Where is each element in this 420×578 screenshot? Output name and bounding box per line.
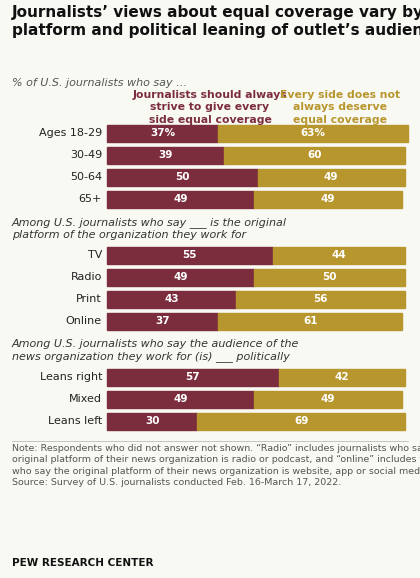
Bar <box>107 169 257 186</box>
Text: Radio: Radio <box>71 272 102 283</box>
Text: Mixed: Mixed <box>69 395 102 405</box>
Text: 37%: 37% <box>150 128 175 139</box>
Bar <box>255 391 402 408</box>
Text: Note: Respondents who did not answer not shown. “Radio” includes journalists who: Note: Respondents who did not answer not… <box>12 444 420 487</box>
Bar <box>107 291 236 308</box>
Text: 49: 49 <box>173 272 188 283</box>
Text: 42: 42 <box>334 372 349 383</box>
Text: 30: 30 <box>145 417 160 427</box>
Bar <box>224 147 405 164</box>
Bar <box>107 269 255 286</box>
Bar <box>107 147 224 164</box>
Bar <box>107 369 278 386</box>
Text: 49: 49 <box>173 395 188 405</box>
Text: 37: 37 <box>155 317 170 327</box>
Text: 30-49: 30-49 <box>70 150 102 161</box>
Bar <box>218 125 408 142</box>
Text: 49: 49 <box>324 172 339 183</box>
Bar <box>107 247 273 264</box>
Text: Among U.S. journalists who say the audience of the
news organization they work f: Among U.S. journalists who say the audie… <box>12 339 299 362</box>
Text: Leans left: Leans left <box>48 417 102 427</box>
Bar <box>257 169 405 186</box>
Bar <box>273 247 405 264</box>
Text: Journalists should always
strive to give every
side equal coverage: Journalists should always strive to give… <box>133 90 287 125</box>
Text: Ages 18-29: Ages 18-29 <box>39 128 102 139</box>
Text: 61: 61 <box>303 317 318 327</box>
Text: Leans right: Leans right <box>39 372 102 383</box>
Text: 49: 49 <box>173 195 188 205</box>
Text: 69: 69 <box>294 417 308 427</box>
Bar <box>107 313 218 330</box>
Text: Online: Online <box>66 317 102 327</box>
Bar <box>107 413 197 430</box>
Bar <box>255 269 405 286</box>
Text: 50: 50 <box>175 172 189 183</box>
Text: PEW RESEARCH CENTER: PEW RESEARCH CENTER <box>12 558 153 568</box>
Bar <box>255 191 402 208</box>
Text: % of U.S. journalists who say …: % of U.S. journalists who say … <box>12 78 187 88</box>
Text: 50: 50 <box>323 272 337 283</box>
Text: 60: 60 <box>307 150 322 161</box>
Text: 56: 56 <box>313 295 328 305</box>
Text: 50-64: 50-64 <box>70 172 102 183</box>
Text: Among U.S. journalists who say ___ is the original
platform of the organization : Among U.S. journalists who say ___ is th… <box>12 217 287 240</box>
Text: TV: TV <box>88 250 102 261</box>
Text: Print: Print <box>76 295 102 305</box>
Text: 43: 43 <box>164 295 179 305</box>
Bar <box>218 313 402 330</box>
Bar <box>278 369 405 386</box>
Text: Every side does not
always deserve
equal coverage: Every side does not always deserve equal… <box>280 90 400 125</box>
Bar <box>107 191 255 208</box>
Bar <box>107 125 218 142</box>
Text: 55: 55 <box>183 250 197 261</box>
Bar <box>236 291 405 308</box>
Text: 49: 49 <box>321 195 336 205</box>
Text: 39: 39 <box>158 150 173 161</box>
Bar <box>197 413 405 430</box>
Text: 44: 44 <box>331 250 346 261</box>
Bar <box>107 391 255 408</box>
Text: Journalists’ views about equal coverage vary by age,
platform and political lean: Journalists’ views about equal coverage … <box>12 5 420 38</box>
Text: 57: 57 <box>186 372 200 383</box>
Text: 63%: 63% <box>301 128 326 139</box>
Text: 65+: 65+ <box>79 195 102 205</box>
Text: 49: 49 <box>321 395 336 405</box>
